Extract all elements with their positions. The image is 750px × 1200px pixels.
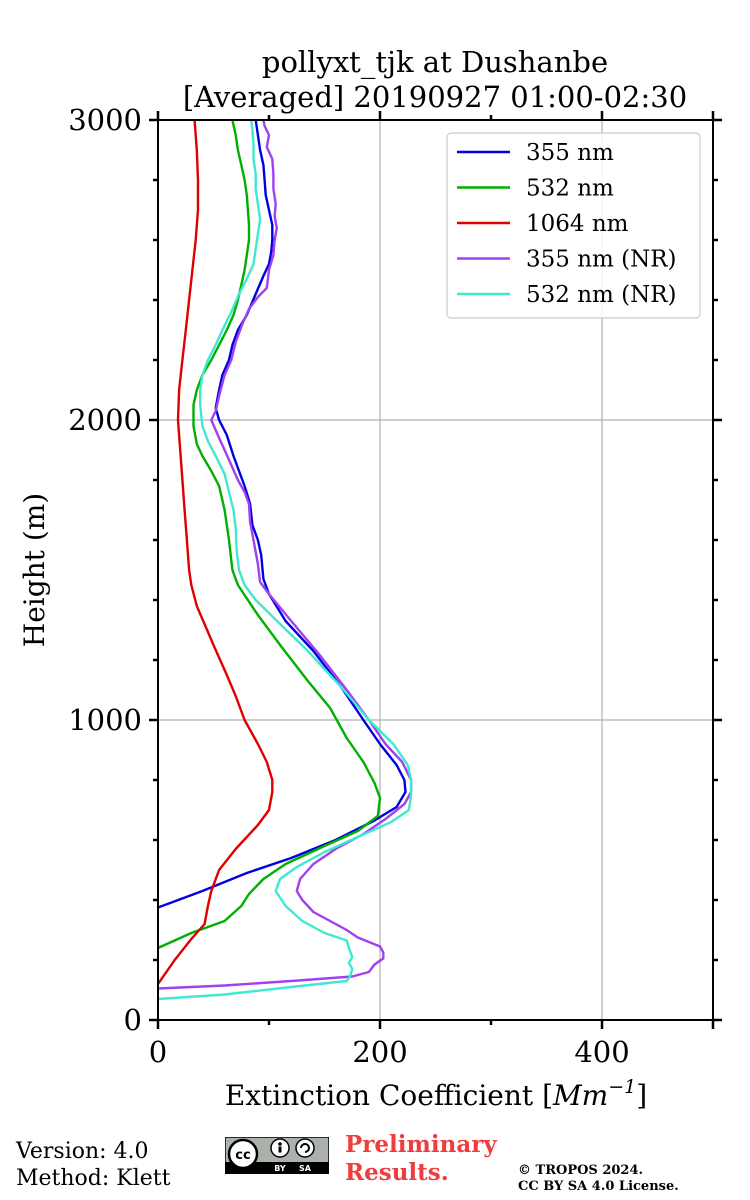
preliminary-results-note: Preliminary Results. [345, 1131, 497, 1187]
copyright-notice: © TROPOS 2024. CC BY SA 4.0 License. [518, 1163, 679, 1195]
series-line-532-nm [158, 120, 382, 950]
preliminary-line-2: Results. [345, 1159, 449, 1186]
y-axis-label: Height (m) [18, 493, 51, 647]
series-line-355-nm-nr [158, 120, 413, 990]
x-tick-label: 400 [574, 1035, 629, 1069]
chart-subtitle: [Averaged] 20190927 01:00-02:30 [183, 80, 687, 114]
method-label: Method: Klett [16, 1166, 171, 1191]
svg-text:cc: cc [235, 1148, 250, 1163]
y-tick-label: 0 [124, 1003, 142, 1037]
legend-box [446, 132, 701, 319]
x-tick-label: 0 [149, 1035, 167, 1069]
copyright-line-1: © TROPOS 2024. [518, 1163, 644, 1178]
legend-label: 355 nm [526, 140, 614, 166]
preliminary-line-1: Preliminary [345, 1131, 497, 1158]
cc-by-sa-badge-icon: cc BY SA [225, 1137, 329, 1174]
x-axis-label-exponent: −1 [608, 1076, 636, 1098]
y-tick-label: 2000 [68, 403, 142, 437]
version-label: Version: 4.0 [16, 1139, 149, 1164]
x-axis-label-main: Extinction Coefficient [225, 1079, 542, 1112]
y-tick-label: 3000 [68, 103, 142, 137]
x-axis-label: Extinction Coefficient [Mm−1] [225, 1076, 647, 1112]
legend-label: 1064 nm [526, 211, 629, 237]
x-axis-label-close: ] [636, 1079, 647, 1112]
x-axis-label-unit: Mm [552, 1079, 608, 1112]
plot-frame [157, 119, 714, 1021]
series-line-1064-nm [158, 120, 274, 985]
series-line-532-nm-nr [158, 120, 413, 1001]
copyright-line-2: CC BY SA 4.0 License. [518, 1179, 679, 1194]
svg-text:BY: BY [274, 1164, 286, 1173]
legend-label: 532 nm [526, 176, 614, 202]
x-tick-label: 200 [352, 1035, 407, 1069]
chart-title: pollyxt_tjk at Dushanbe [262, 45, 608, 80]
x-axis-label-open: [ [542, 1079, 553, 1112]
series-layer [158, 120, 413, 1001]
legend-label: 532 nm (NR) [526, 282, 677, 308]
series-line-355-nm [158, 120, 407, 909]
svg-text:SA: SA [299, 1164, 312, 1173]
version-info: Version: 4.0 Method: Klett [16, 1138, 170, 1192]
axes: 0 200 400 0 1000 2000 3000 [68, 103, 722, 1069]
legend: 355 nm 532 nm 1064 nm 355 nm (NR) 532 nm (NR… [446, 132, 701, 319]
legend-label: 355 nm (NR) [526, 247, 677, 273]
y-tick-label: 1000 [68, 703, 142, 737]
